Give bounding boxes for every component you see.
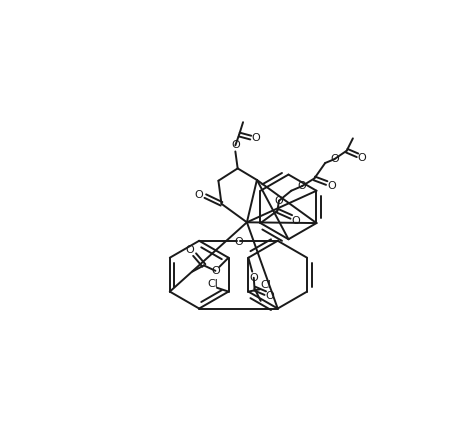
Text: O: O — [186, 245, 194, 255]
Text: O: O — [211, 266, 220, 276]
Text: O: O — [358, 153, 367, 163]
Text: O: O — [252, 134, 260, 143]
Text: O: O — [234, 237, 243, 247]
Text: O: O — [275, 196, 283, 206]
Text: Cl: Cl — [208, 279, 218, 289]
Text: O: O — [298, 181, 306, 191]
Text: O: O — [327, 181, 336, 191]
Text: O: O — [195, 190, 203, 199]
Text: O: O — [266, 291, 274, 301]
Text: Cl: Cl — [261, 280, 272, 291]
Text: O: O — [249, 273, 258, 283]
Text: O: O — [330, 154, 339, 164]
Text: O: O — [292, 216, 300, 226]
Text: O: O — [231, 140, 240, 150]
